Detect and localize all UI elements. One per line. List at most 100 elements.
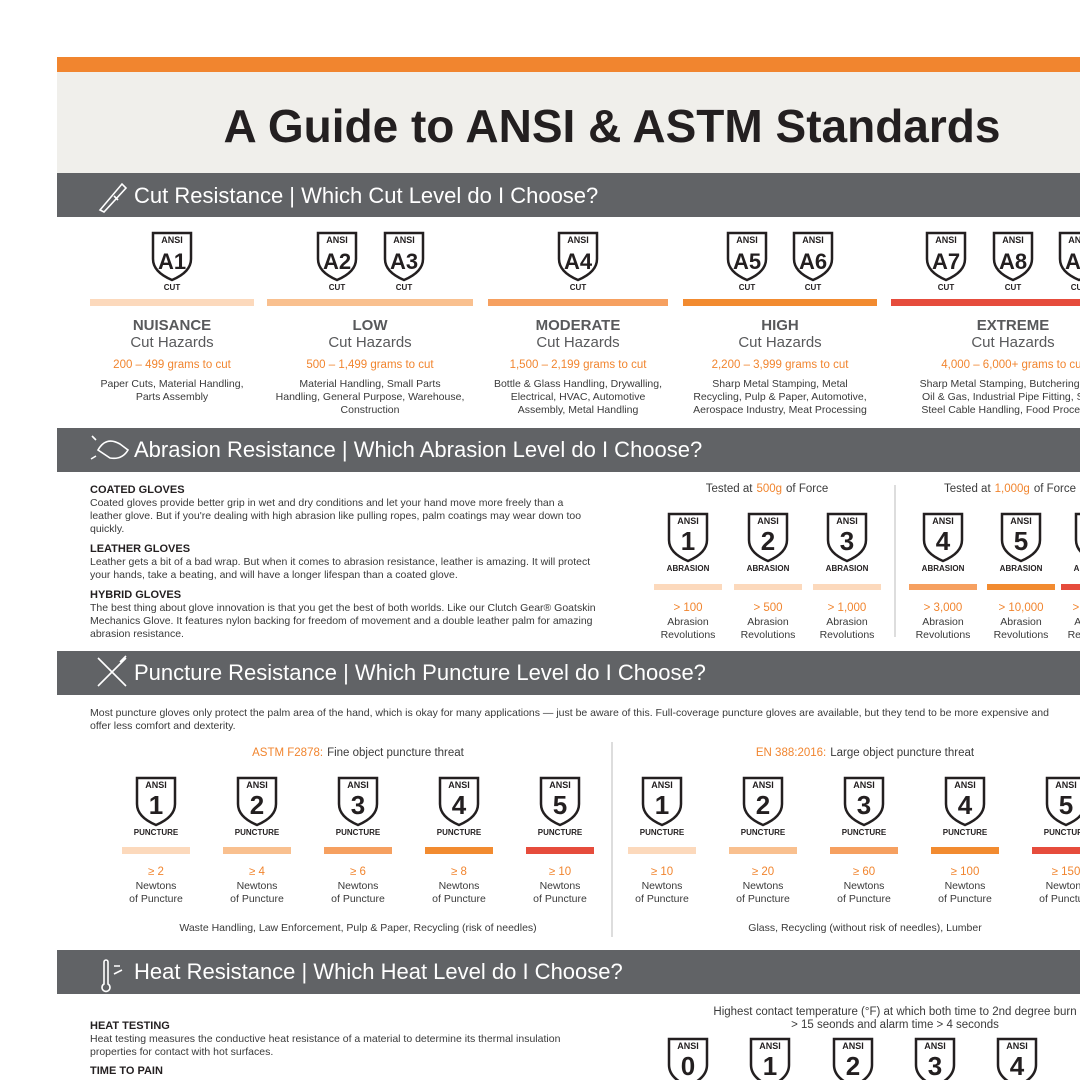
badge-top: ANSI — [347, 780, 369, 790]
tested-label: Tested at 500g of Force — [706, 483, 828, 495]
level-unit: of Puncture — [432, 893, 486, 905]
badge-top: ANSI — [393, 235, 415, 245]
badge-top: ANSI — [802, 235, 824, 245]
level-unit: Abrasion — [922, 616, 964, 628]
badge-level: 2 — [756, 790, 770, 820]
page-title: A Guide to ANSI & ASTM Standards — [224, 100, 1001, 152]
applications: Waste Handling, Law Enforcement, Pulp & … — [179, 922, 536, 934]
badge-shield — [996, 1037, 1038, 1080]
level-unit: of Puncture — [129, 893, 183, 905]
badge-label: PUNCTURE — [437, 828, 482, 837]
badge-shield — [832, 1037, 874, 1080]
badge-level: 4 — [452, 790, 467, 820]
level-unit: of Puncture — [837, 893, 891, 905]
badge-top: ANSI — [326, 235, 348, 245]
badge-level: 5 — [553, 790, 567, 820]
section-bar — [57, 428, 1080, 472]
badge-level: 1 — [763, 1051, 777, 1080]
badge-shield — [747, 512, 789, 563]
tested-force: 1,000g — [995, 483, 1030, 495]
badge-top: ANSI — [759, 1041, 781, 1051]
level-unit: Newtons — [743, 880, 784, 892]
level-unit: Newtons — [338, 880, 379, 892]
level-value: ≥ 6 — [350, 866, 366, 878]
badge-level: A8 — [999, 249, 1027, 274]
level-sub: Cut Hazards — [328, 334, 411, 351]
badge-label: CUT — [938, 283, 955, 292]
paragraph-title: HYBRID GLOVES — [90, 589, 181, 601]
level-unit: Newtons — [237, 880, 278, 892]
badge-shield — [438, 776, 480, 827]
level-uses: Paper Cuts, Material Handling, — [101, 378, 244, 390]
badge-top: ANSI — [549, 780, 571, 790]
badge-shield — [641, 776, 683, 827]
badge-shield — [944, 776, 986, 827]
badge: ANSI A1 CUT — [151, 231, 193, 292]
level-uses: Steel Cable Handling, Food Processing — [921, 404, 1080, 416]
level-bar — [1032, 847, 1080, 854]
level-uses: Sharp Metal Stamping, Metal — [712, 378, 847, 390]
badge-level: 3 — [928, 1051, 942, 1080]
badge-shield — [557, 231, 599, 282]
level-grams: 4,000 – 6,000+ grams to cut — [941, 359, 1080, 371]
badge: ANSI A8 CUT — [992, 231, 1034, 292]
paragraph-line: properties for contact with hot surfaces… — [90, 1046, 273, 1058]
badge-level: 1 — [681, 526, 695, 556]
level-value: ≥ 100 — [951, 866, 980, 878]
level-bar — [987, 584, 1055, 590]
badge: ANSI A3 CUT — [383, 231, 425, 292]
level-name: MODERATE — [536, 317, 621, 334]
level-value: ≥ 20 — [752, 866, 774, 878]
paragraph-line: your hands, take a beating, and will hav… — [90, 569, 458, 581]
level-unit: Abrasion — [1074, 616, 1080, 628]
level-value: ≥ 4 — [249, 866, 266, 878]
section-bar — [57, 173, 1080, 217]
section-heading: Heat Resistance | Which Heat Level do I … — [134, 959, 623, 984]
section-heading: Puncture Resistance | Which Puncture Lev… — [134, 660, 706, 685]
badge-label: ABRASION — [667, 564, 710, 573]
level-value: ≥ 2 — [148, 866, 164, 878]
tested-prefix: Tested at — [944, 483, 991, 495]
group-label: ASTM F2878: Fine object puncture threat — [252, 747, 465, 759]
badge-shield — [1045, 776, 1080, 827]
level-bar — [267, 299, 473, 306]
badge-label: ABRASION — [1074, 564, 1080, 573]
section-bar — [57, 651, 1080, 695]
badge-top: ANSI — [145, 780, 167, 790]
badge-shield — [914, 1037, 956, 1080]
level-value: > 3,000 — [924, 602, 963, 614]
tested-suffix: of Force — [1034, 483, 1076, 495]
badge-shield — [843, 776, 885, 827]
level-unit: Revolutions — [916, 629, 971, 641]
level-unit: Newtons — [844, 880, 885, 892]
level-bar — [734, 584, 802, 590]
level-sub: Cut Hazards — [130, 334, 213, 351]
level-uses: Material Handling, Small Parts — [299, 378, 440, 390]
badge-level: 4 — [1010, 1051, 1025, 1080]
badge-level: 3 — [351, 790, 365, 820]
level-unit: Revolutions — [994, 629, 1049, 641]
intro-line: offer less comfort and dexterity. — [90, 720, 236, 732]
badge-label: PUNCTURE — [235, 828, 280, 837]
badge-label: PUNCTURE — [842, 828, 887, 837]
threat: Fine object puncture threat — [327, 747, 465, 759]
badge-label: CUT — [805, 283, 822, 292]
badge-level: 1 — [655, 790, 669, 820]
badge-label: CUT — [164, 283, 181, 292]
level-uses: Electrical, HVAC, Automotive — [511, 391, 646, 403]
level-grams: 1,500 – 2,199 grams to cut — [510, 359, 648, 371]
badge-level: A9 — [1065, 249, 1080, 274]
level-unit: Newtons — [642, 880, 683, 892]
badge: ANSI A6 CUT — [792, 231, 834, 292]
badge-shield — [337, 776, 379, 827]
